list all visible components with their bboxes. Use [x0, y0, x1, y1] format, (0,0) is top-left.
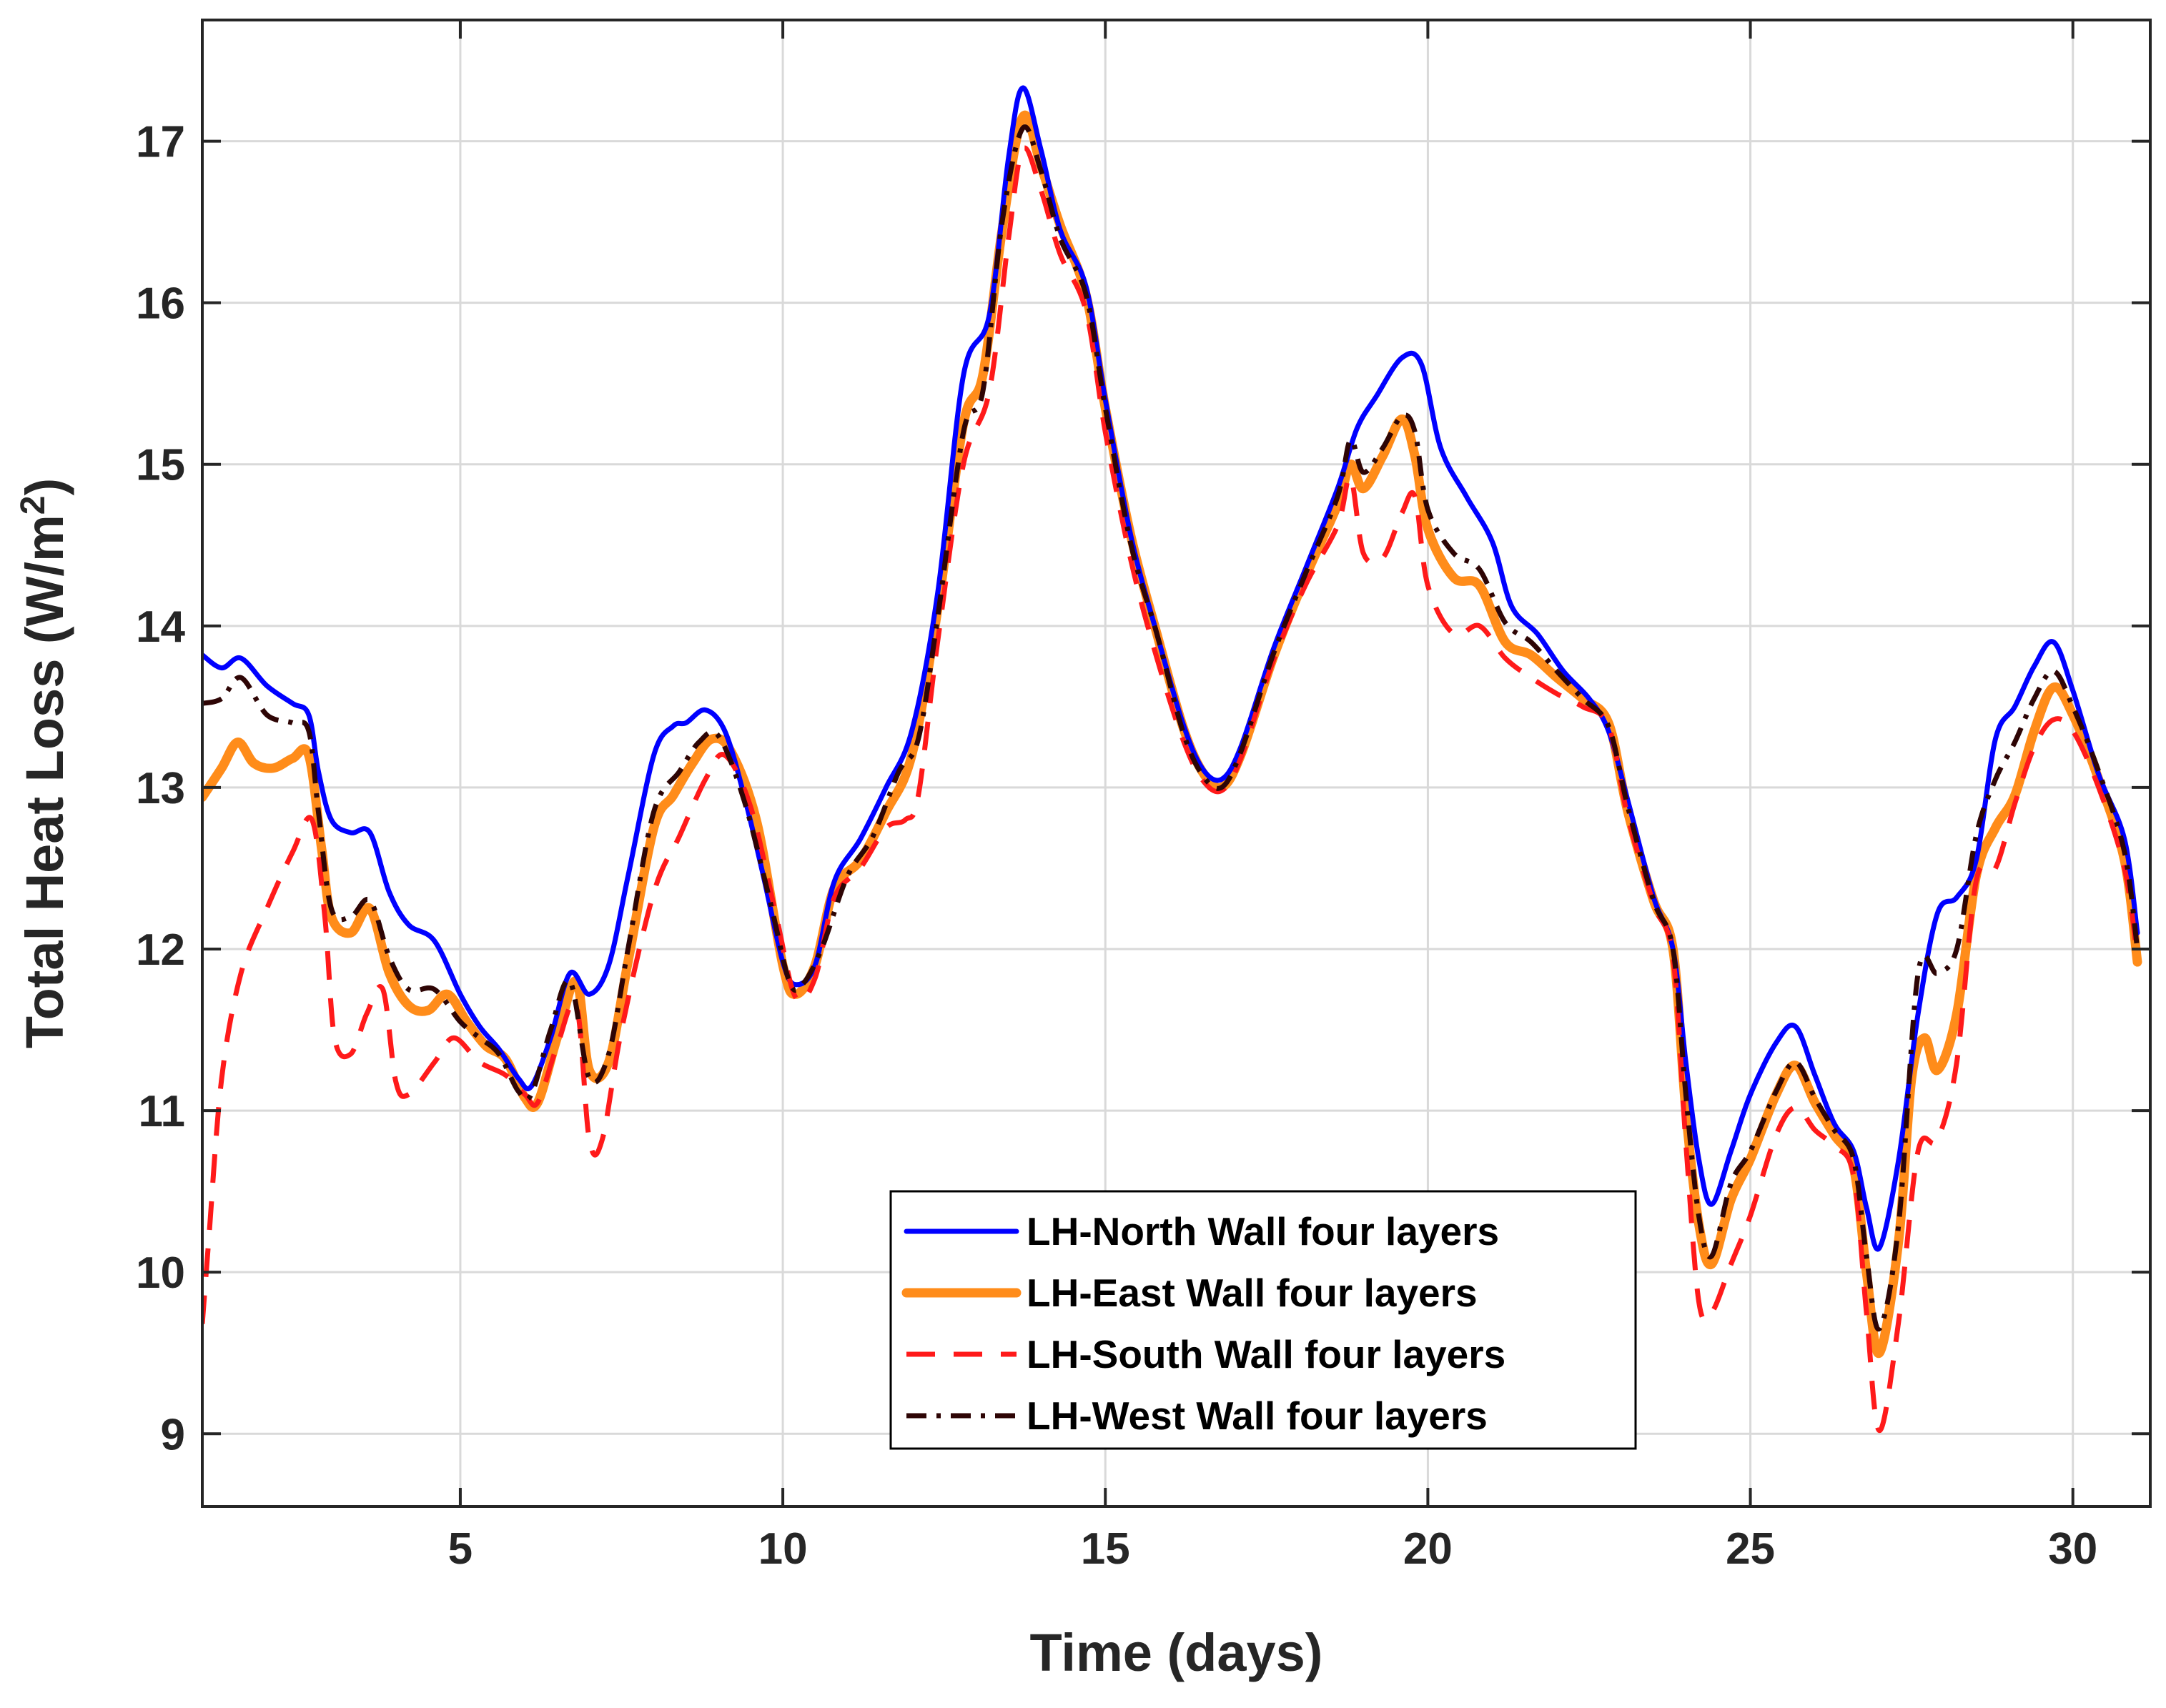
y-axis-title-end: ) [15, 478, 74, 496]
x-tick-label: 30 [2048, 1524, 2097, 1574]
legend-label-4: LH-West Wall four layers [1027, 1394, 1488, 1438]
y-tick-label: 11 [138, 1087, 185, 1136]
y-tick-label: 15 [136, 441, 185, 490]
y-tick-label: 10 [136, 1248, 185, 1298]
x-tick-label: 10 [758, 1524, 808, 1574]
series-line-4 [202, 124, 2140, 1332]
y-axis-title: Total Heat Loss (W/m2) [14, 478, 75, 1048]
legend: LH-North Wall four layers LH-East Wall fo… [889, 1190, 1637, 1450]
y-tick-label: 14 [136, 602, 185, 652]
axes-box [201, 19, 2152, 1508]
x-tick-label: 25 [1726, 1524, 1775, 1574]
series-lines [202, 85, 2142, 1434]
legend-box [889, 1190, 1637, 1450]
x-tick-label: 20 [1403, 1524, 1453, 1574]
y-tick-label: 12 [136, 925, 185, 975]
ticks: 5 10 15 20 25 30 9 10 11 12 13 14 15 16 17 [136, 20, 2150, 1574]
x-axis-title: Time (days) [1030, 1623, 1323, 1682]
legend-label-3: LH-South Wall four layers [1027, 1332, 1505, 1376]
series-line-3 [202, 145, 2140, 1434]
legend-label-2: LH-East Wall four layers [1027, 1271, 1478, 1315]
y-tick-label: 9 [161, 1410, 185, 1459]
y-tick-label: 16 [136, 279, 185, 329]
x-tick-label: 15 [1081, 1524, 1130, 1574]
x-tick-label: 5 [448, 1524, 473, 1574]
y-axis-title-main: Total Heat Loss (W/m [15, 515, 74, 1048]
y-tick-label: 13 [136, 764, 185, 813]
y-axis-title-superscript: 2 [14, 496, 52, 515]
legend-label-1: LH-North Wall four layers [1027, 1209, 1499, 1253]
y-tick-label: 17 [136, 118, 185, 167]
